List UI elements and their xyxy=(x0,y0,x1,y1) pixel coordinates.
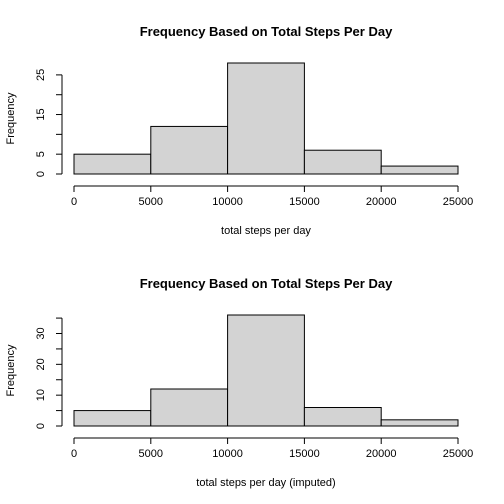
x-tick-label: 25000 xyxy=(443,196,474,208)
y-tick-label: 30 xyxy=(35,327,47,339)
x-tick-label: 5000 xyxy=(139,196,163,208)
histogram-bar xyxy=(228,63,305,174)
x-tick-label: 20000 xyxy=(366,196,397,208)
y-tick-label: 25 xyxy=(35,69,47,81)
x-axis: 0 5000 10000 15000 20000 25000 xyxy=(71,186,473,208)
histogram-panel-1: Frequency Based on Total Steps Per Day 0 5… xyxy=(5,24,473,237)
histogram-panel-2: Frequency Based on Total Steps Per Day 0 5… xyxy=(5,276,473,489)
y-axis: 0 10 20 30 xyxy=(35,318,62,429)
y-axis-label: Frequency xyxy=(5,344,17,396)
histogram-bar xyxy=(381,166,458,174)
x-tick-label: 25000 xyxy=(443,448,474,460)
histogram-bar xyxy=(151,126,228,174)
x-tick-label: 15000 xyxy=(289,196,320,208)
chart-title: Frequency Based on Total Steps Per Day xyxy=(140,276,393,291)
x-axis-label: total steps per day xyxy=(221,225,311,237)
y-tick-label: 0 xyxy=(35,171,47,177)
histogram-bar xyxy=(151,389,228,426)
x-tick-label: 10000 xyxy=(212,448,243,460)
y-axis-label: Frequency xyxy=(5,92,17,144)
histogram-bar xyxy=(381,420,458,426)
x-tick-label: 5000 xyxy=(139,448,163,460)
x-tick-label: 20000 xyxy=(366,448,397,460)
y-tick-label: 15 xyxy=(35,108,47,120)
y-axis: 0 5 15 25 xyxy=(35,69,62,177)
x-tick-label: 0 xyxy=(71,196,77,208)
histogram-bar xyxy=(304,408,381,427)
chart-title: Frequency Based on Total Steps Per Day xyxy=(140,24,393,39)
x-axis-label: total steps per day (imputed) xyxy=(196,477,335,489)
x-axis: 0 5000 10000 15000 20000 25000 xyxy=(71,438,473,460)
x-tick-label: 15000 xyxy=(289,448,320,460)
histogram-bar xyxy=(74,154,151,174)
y-tick-label: 10 xyxy=(35,389,47,401)
histogram-bar xyxy=(304,150,381,174)
histogram-bar xyxy=(228,315,305,426)
y-tick-label: 0 xyxy=(35,423,47,429)
y-tick-label: 20 xyxy=(35,358,47,370)
y-tick-label: 5 xyxy=(35,151,47,157)
x-tick-label: 0 xyxy=(71,448,77,460)
histogram-bar xyxy=(74,411,151,426)
x-tick-label: 10000 xyxy=(212,196,243,208)
